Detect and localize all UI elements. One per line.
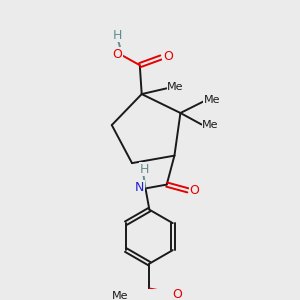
Text: N: N: [135, 181, 144, 194]
Text: Me: Me: [167, 82, 184, 92]
Text: Me: Me: [202, 120, 219, 130]
Text: O: O: [113, 48, 122, 61]
Text: H: H: [113, 29, 122, 42]
Text: Me: Me: [204, 95, 220, 105]
Text: O: O: [163, 50, 173, 63]
Text: O: O: [172, 288, 182, 300]
Text: H: H: [140, 163, 149, 176]
Text: Me: Me: [112, 291, 129, 300]
Text: O: O: [190, 184, 200, 197]
